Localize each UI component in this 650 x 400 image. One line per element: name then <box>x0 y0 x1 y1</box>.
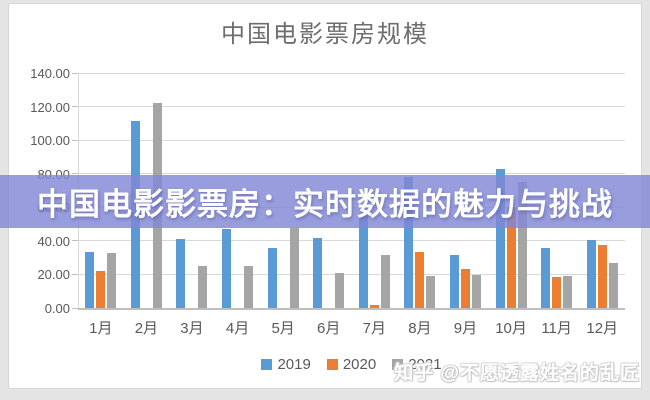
bar-2021-12月 <box>608 262 618 308</box>
legend-item-2020: 2020 <box>326 356 377 373</box>
y-tick-mark <box>72 72 78 74</box>
x-tick-label: 10月 <box>495 320 527 337</box>
legend-swatch <box>392 359 404 370</box>
bar-2020-10月 <box>506 207 516 308</box>
bar-2021-3月 <box>198 266 208 308</box>
y-tick-mark <box>72 240 78 242</box>
x-tick-label: 11月 <box>541 320 572 337</box>
x-tick-label: 5月 <box>271 320 295 337</box>
legend-label: 2019 <box>277 356 311 373</box>
y-tick-mark <box>72 173 78 175</box>
y-tick-label: 40.00 <box>37 233 70 249</box>
bar-2021-9月 <box>471 275 481 308</box>
y-tick-mark <box>72 273 78 275</box>
legend-label: 2020 <box>342 356 377 373</box>
x-tick-label: 12月 <box>586 320 619 337</box>
legend-swatch <box>261 359 273 370</box>
headline-banner: 中国电影影票房：实时数据的魅力与挑战 <box>0 175 650 228</box>
bar-2020-12月 <box>597 245 607 308</box>
bar-2021-5月 <box>289 228 299 308</box>
bar-2019-10月 <box>495 168 505 308</box>
legend-label: 2021 <box>408 356 442 373</box>
bar-2019-11月 <box>541 248 551 308</box>
y-tick-label: 0.00 <box>44 301 70 316</box>
bar-2021-4月 <box>244 266 254 308</box>
bar-2019-4月 <box>222 229 232 308</box>
y-tick-mark <box>72 139 78 141</box>
y-tick-mark <box>72 106 78 108</box>
x-tick-label: 8月 <box>408 320 432 337</box>
legend-item-2021: 2021 <box>392 356 442 373</box>
bar-2019-6月 <box>313 238 323 308</box>
bar-2020-8月 <box>415 251 425 308</box>
x-axis-line <box>78 308 625 310</box>
bar-2021-6月 <box>335 272 345 308</box>
gridline <box>78 240 625 242</box>
x-tick-label: 7月 <box>362 320 386 337</box>
bar-2019-3月 <box>176 239 186 308</box>
bar-2021-1月 <box>107 252 117 308</box>
y-tick-label: 140.00 <box>30 66 70 81</box>
gridline <box>78 106 625 108</box>
page-title: 中国电影票房规模 <box>221 21 429 48</box>
bar-2019-7月 <box>358 213 368 308</box>
watermark: 知乎 @不愿透露姓名的乱匠 <box>394 363 640 384</box>
bar-2019-1月 <box>85 251 95 308</box>
bar-2021-8月 <box>426 276 436 308</box>
x-tick-label: 2月 <box>134 320 159 337</box>
x-tick-label: 9月 <box>453 320 478 337</box>
x-tick-label: 4月 <box>225 320 250 337</box>
y-tick-mark <box>72 307 78 309</box>
headline-text: 中国电影影票房：实时数据的魅力与挑战 <box>37 187 613 222</box>
bar-2019-9月 <box>449 255 459 308</box>
bar-2020-7月 <box>369 304 379 308</box>
x-tick-label: 3月 <box>180 320 204 337</box>
gridline <box>78 173 625 175</box>
x-tick-label: 6月 <box>317 320 341 337</box>
bar-2019-5月 <box>267 247 277 308</box>
y-tick-label: 120.00 <box>30 99 70 115</box>
x-tick-label: 1月 <box>89 320 113 337</box>
bar-2021-11月 <box>563 276 573 308</box>
y-tick-label: 20.00 <box>37 267 70 283</box>
bar-2021-7月 <box>380 255 390 308</box>
y-tick-label: 100.00 <box>30 133 70 149</box>
bar-2020-9月 <box>460 268 470 308</box>
bar-2020-11月 <box>552 276 562 308</box>
gridline <box>78 72 625 74</box>
gridline <box>78 139 625 141</box>
bar-2019-8月 <box>404 177 414 308</box>
legend: 2019 2020 2021 <box>78 356 625 373</box>
gridline <box>78 273 625 275</box>
bar-2020-1月 <box>96 271 106 308</box>
legend-item-2019: 2019 <box>261 356 311 373</box>
legend-swatch <box>326 359 338 370</box>
bar-2019-12月 <box>586 240 596 308</box>
bar-2021-10月 <box>517 182 527 308</box>
